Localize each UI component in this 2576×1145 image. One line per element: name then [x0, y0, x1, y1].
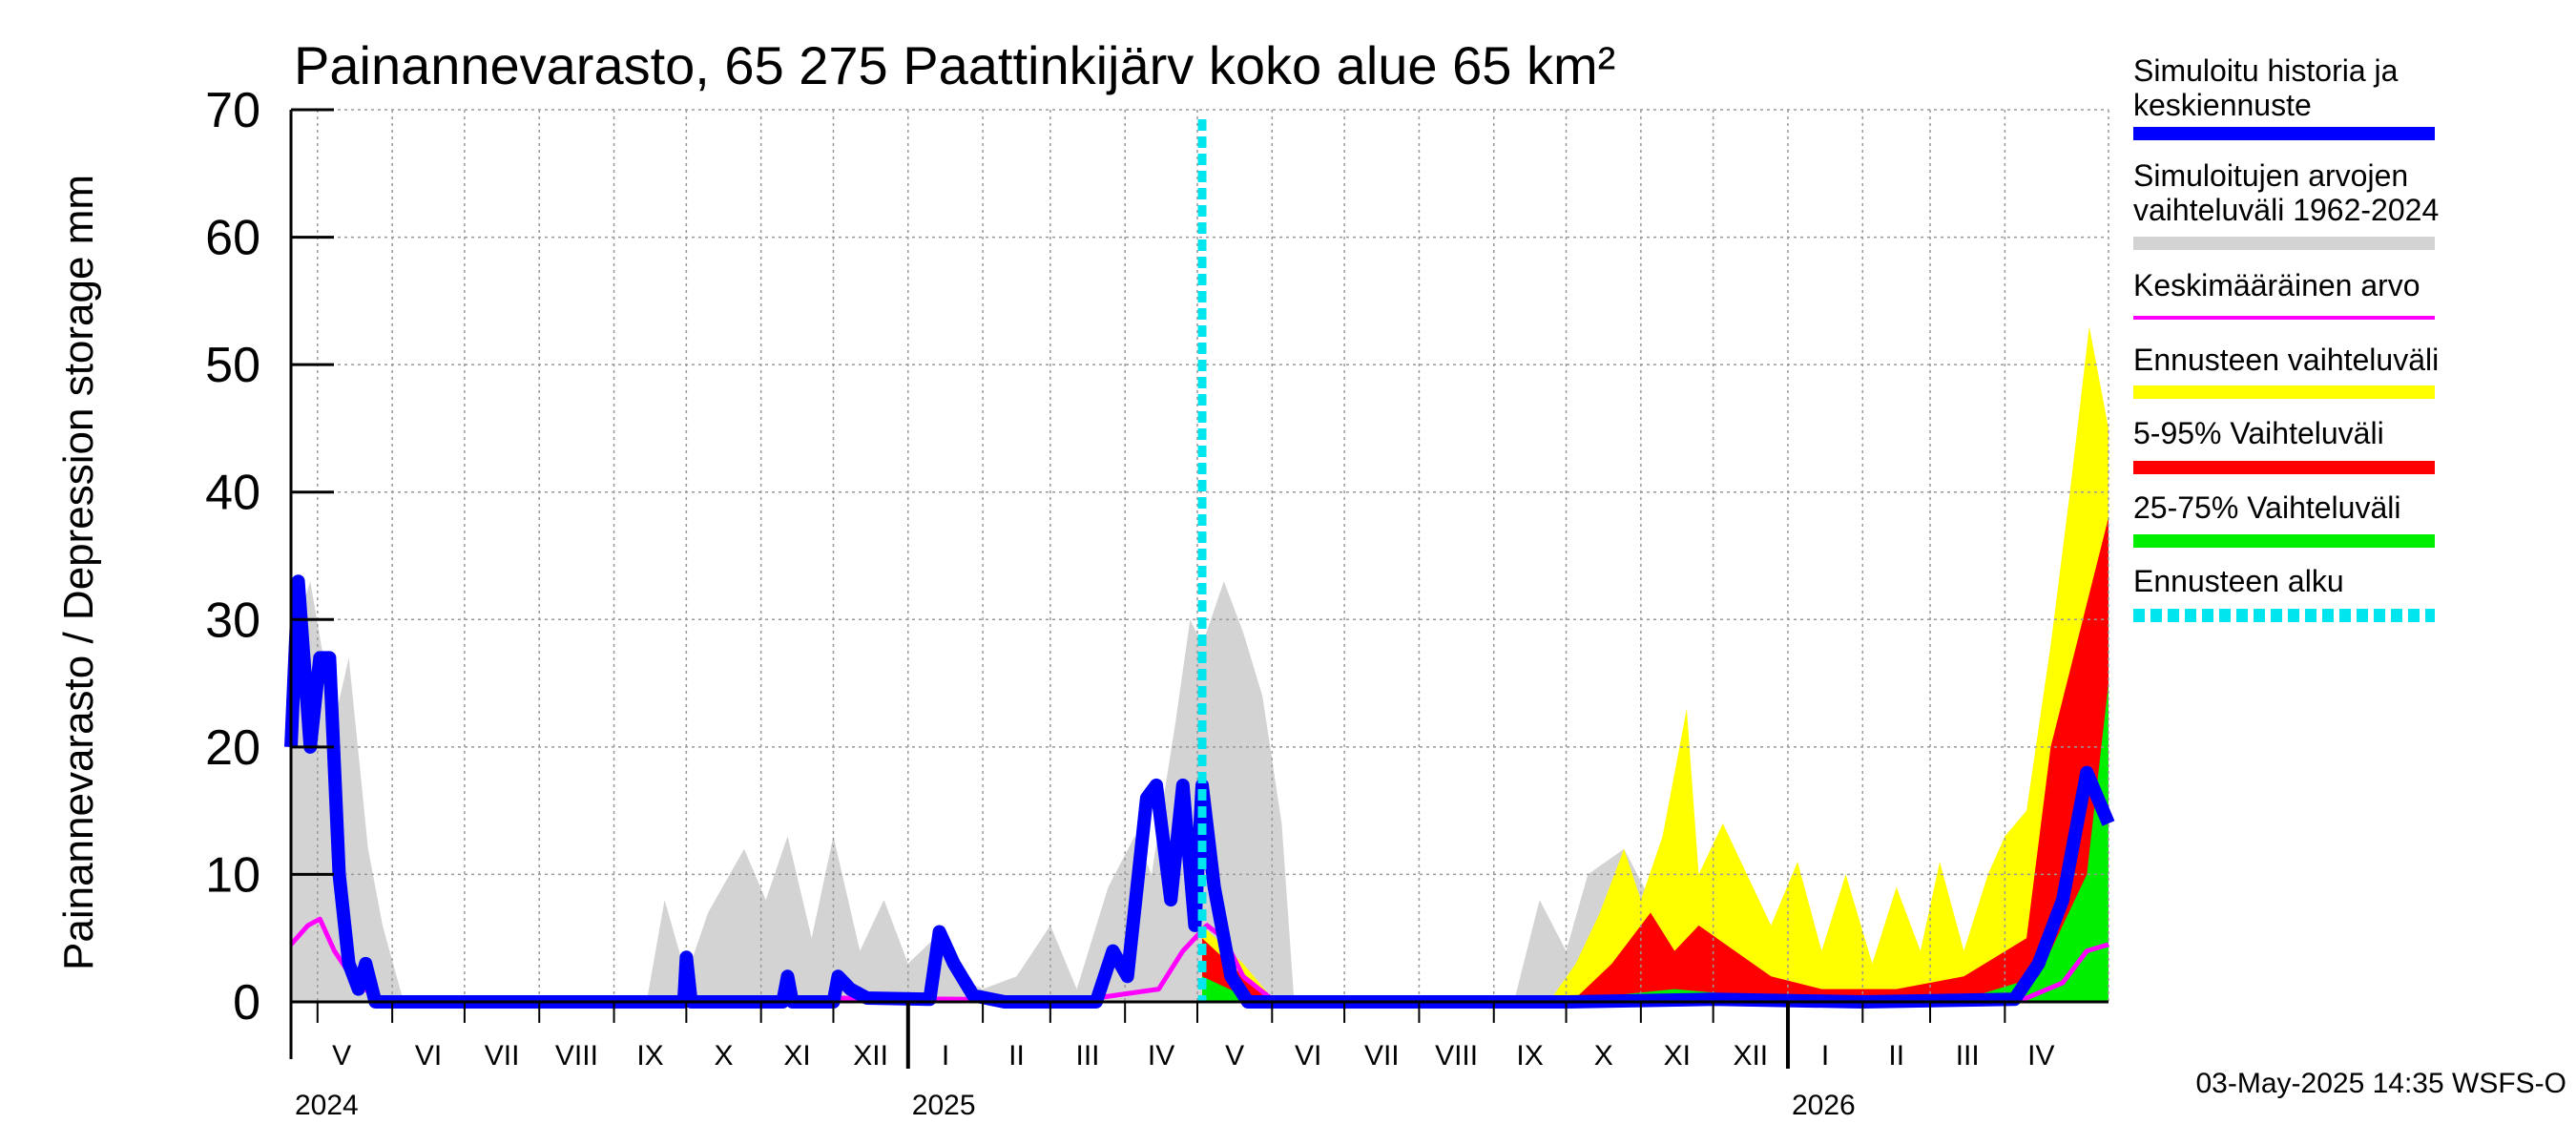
y-tick-label: 30: [205, 593, 260, 648]
year-label: 2026: [1792, 1090, 1856, 1121]
month-label: V: [1225, 1040, 1244, 1072]
y-tick-label: 40: [205, 466, 260, 521]
month-label: II: [1008, 1040, 1025, 1072]
legend-label: keskiennuste: [2133, 88, 2312, 122]
month-label: IX: [636, 1040, 663, 1072]
axes: [289, 108, 2109, 1069]
month-label: I: [1821, 1040, 1829, 1072]
month-label: X: [714, 1040, 733, 1072]
legend-label: Ennusteen alku: [2133, 564, 2344, 598]
y-axis-label: Painannevarasto / Depression storage mm: [55, 175, 102, 970]
month-label: V: [332, 1040, 351, 1072]
month-label: VIII: [1435, 1040, 1478, 1072]
year-label: 2024: [295, 1090, 359, 1121]
month-label: IV: [1148, 1040, 1174, 1072]
month-label: IX: [1516, 1040, 1543, 1072]
month-label: VII: [1364, 1040, 1400, 1072]
y-tick-label: 10: [205, 847, 260, 903]
y-tick-label: 50: [205, 338, 260, 393]
legend-label: 5-95% Vaihteluväli: [2133, 416, 2384, 450]
month-label: X: [1594, 1040, 1613, 1072]
band-5-95-vaihteluv-li: [1202, 517, 2109, 1002]
month-label: II: [1888, 1040, 1904, 1072]
legend-label: Simuloitujen arvojen: [2133, 158, 2408, 193]
month-label: VII: [485, 1040, 520, 1072]
y-tick-label: 70: [205, 83, 260, 138]
legend-label: Simuloitu historia ja: [2133, 53, 2399, 88]
month-label: XI: [783, 1040, 810, 1072]
legend-label: 25-75% Vaihteluväli: [2133, 490, 2400, 525]
month-label: III: [1075, 1040, 1099, 1072]
month-label: VIII: [555, 1040, 598, 1072]
y-ticks: 0 10 20 30 40 50 60 70: [205, 83, 260, 1030]
footer-timestamp: 03-May-2025 14:35 WSFS-O: [2196, 1068, 2567, 1099]
year-labels: 2024 2025 2026: [295, 1090, 1856, 1121]
month-label: XI: [1664, 1040, 1691, 1072]
y-tick-label: 0: [233, 975, 260, 1030]
month-label: XII: [1733, 1040, 1768, 1072]
month-label: III: [1956, 1040, 1980, 1072]
y-tick-label: 20: [205, 720, 260, 776]
month-label: I: [942, 1040, 949, 1072]
legend-label: Keskimääräinen arvo: [2133, 268, 2420, 302]
month-label: VI: [415, 1040, 442, 1072]
chart-title: Painannevarasto, 65 275 Paattinkijärv ko…: [294, 35, 1615, 95]
legend-label: Ennusteen vaihteluväli: [2133, 343, 2439, 377]
month-label: IV: [2027, 1040, 2054, 1072]
month-label: XII: [853, 1040, 888, 1072]
month-label: VI: [1295, 1040, 1321, 1072]
band-ennusteen-vaihteluv-li: [1202, 326, 2109, 1003]
legend-label: vaihteluväli 1962-2024: [2133, 193, 2439, 227]
plot-area: [284, 108, 2115, 1069]
y-tick-label: 60: [205, 211, 260, 266]
month-labels: V VI VII VIII IX X XI XII I II III IV V VI VII VIII IX X X…: [332, 1040, 2054, 1072]
year-label: 2025: [912, 1090, 976, 1121]
